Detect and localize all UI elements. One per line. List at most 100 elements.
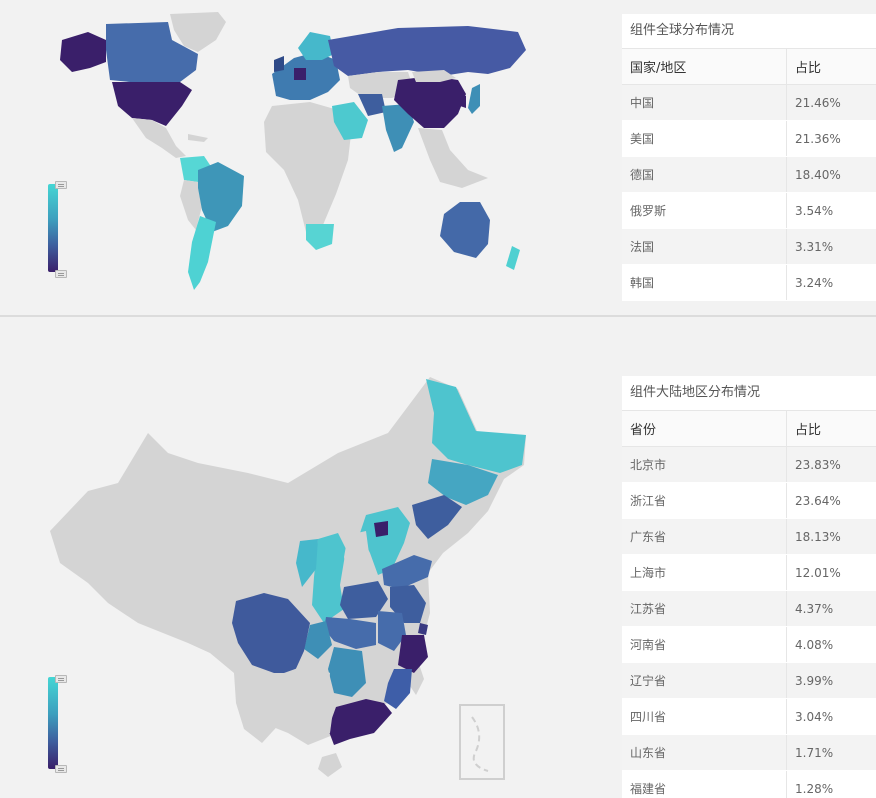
alaska-region[interactable] xyxy=(60,32,106,72)
province-ratio: 3.99% xyxy=(786,662,876,699)
column-header-country[interactable]: 国家/地区 xyxy=(622,49,787,85)
table-row[interactable]: 韩国 3.24% xyxy=(622,264,876,301)
province-name: 辽宁省 xyxy=(622,662,787,699)
province-ratio: 1.28% xyxy=(786,770,876,798)
province-ratio: 1.71% xyxy=(786,734,876,771)
province-ratio: 3.04% xyxy=(786,698,876,735)
south-africa-region[interactable] xyxy=(306,224,334,250)
table-row[interactable]: 上海市 12.01% xyxy=(622,554,876,591)
table-row[interactable]: 福建省 1.28% xyxy=(622,770,876,798)
world-scale-bottom-handle[interactable] xyxy=(55,270,67,278)
new-zealand-region[interactable] xyxy=(506,246,520,270)
shaanxi-region[interactable] xyxy=(312,533,346,623)
caribbean-region[interactable] xyxy=(188,134,208,142)
table-row[interactable]: 河南省 4.08% xyxy=(622,626,876,663)
jilin-region[interactable] xyxy=(428,459,498,505)
province-ratio: 4.37% xyxy=(786,590,876,627)
table-row[interactable]: 江苏省 4.37% xyxy=(622,590,876,627)
world-color-scale xyxy=(48,184,58,272)
anhui-region[interactable] xyxy=(378,611,406,651)
yunnan-region[interactable] xyxy=(234,673,284,743)
argentina-region[interactable] xyxy=(188,216,216,290)
world-map[interactable] xyxy=(48,10,528,292)
africa-region[interactable] xyxy=(264,102,352,232)
guizhou-region[interactable] xyxy=(284,663,330,703)
beijing-region[interactable] xyxy=(374,521,388,537)
brazil-region[interactable] xyxy=(198,162,244,232)
russia-region[interactable] xyxy=(328,26,526,76)
china-scale-top-handle[interactable] xyxy=(55,675,67,683)
shanxi-region[interactable] xyxy=(344,531,370,585)
table-row[interactable]: 广东省 18.13% xyxy=(622,518,876,555)
hunan-region[interactable] xyxy=(328,647,366,697)
southeast-asia-region[interactable] xyxy=(418,128,488,188)
greenland-region[interactable] xyxy=(170,12,226,52)
gansu-region[interactable] xyxy=(296,539,318,587)
henan-region[interactable] xyxy=(340,581,388,619)
table-row[interactable]: 美国 21.36% xyxy=(622,120,876,157)
province-ratio: 23.83% xyxy=(786,446,876,483)
india-region[interactable] xyxy=(382,104,414,152)
column-header-ratio[interactable]: 占比 xyxy=(786,49,876,85)
middle-east-region[interactable] xyxy=(332,102,368,140)
province-name: 江苏省 xyxy=(622,590,787,627)
australia-region[interactable] xyxy=(440,202,490,258)
mexico-region[interactable] xyxy=(132,118,186,158)
table-row[interactable]: 山东省 1.71% xyxy=(622,734,876,771)
province-ratio: 4.08% xyxy=(786,626,876,663)
country-name: 美国 xyxy=(622,120,787,157)
scandinavia-region[interactable] xyxy=(298,32,334,60)
iran-region[interactable] xyxy=(358,94,386,116)
world-table-panel: 组件全球分布情况 国家/地区 占比 中国 21.46% 美国 21.36% 德国 18… xyxy=(622,14,876,301)
south-china-sea-inset[interactable] xyxy=(459,704,505,780)
usa-region[interactable] xyxy=(112,82,192,126)
hebei-region[interactable] xyxy=(360,507,410,575)
column-header-ratio[interactable]: 占比 xyxy=(786,411,876,447)
table-row[interactable]: 浙江省 23.64% xyxy=(622,482,876,519)
shanghai-region[interactable] xyxy=(418,623,428,635)
shandong-region[interactable] xyxy=(382,555,432,589)
chongqing-region[interactable] xyxy=(304,621,332,659)
hubei-region[interactable] xyxy=(324,617,376,649)
canada-region[interactable] xyxy=(106,22,198,84)
liaoning-region[interactable] xyxy=(412,495,462,539)
column-header-province[interactable]: 省份 xyxy=(622,411,787,447)
south-america-region[interactable] xyxy=(180,180,202,230)
table-row[interactable]: 北京市 23.83% xyxy=(622,446,876,483)
china-map[interactable] xyxy=(48,373,530,785)
table-row[interactable]: 德国 18.40% xyxy=(622,156,876,193)
province-ratio: 18.13% xyxy=(786,518,876,555)
country-ratio: 3.31% xyxy=(786,228,876,265)
china-table: 省份 占比 北京市 23.83% 浙江省 23.64% 广东省 18.13% 上海市 1… xyxy=(622,411,876,798)
mongolia-region[interactable] xyxy=(412,70,456,82)
country-name: 法国 xyxy=(622,228,787,265)
province-name: 河南省 xyxy=(622,626,787,663)
korea-region[interactable] xyxy=(460,96,466,108)
world-scale-top-handle[interactable] xyxy=(55,181,67,189)
country-ratio: 21.36% xyxy=(786,120,876,157)
china-region[interactable] xyxy=(394,76,466,128)
table-row[interactable]: 中国 21.46% xyxy=(622,84,876,121)
sichuan-region[interactable] xyxy=(232,593,310,673)
section-divider xyxy=(0,315,876,317)
heilongjiang-region[interactable] xyxy=(426,379,526,473)
province-ratio: 12.01% xyxy=(786,554,876,591)
japan-region[interactable] xyxy=(468,84,480,114)
country-ratio: 3.24% xyxy=(786,264,876,301)
china-table-panel: 组件大陆地区分布情况 省份 占比 北京市 23.83% 浙江省 23.64% 广东省… xyxy=(622,376,876,798)
table-row[interactable]: 四川省 3.04% xyxy=(622,698,876,735)
table-row[interactable]: 俄罗斯 3.54% xyxy=(622,192,876,229)
table-row[interactable]: 法国 3.31% xyxy=(622,228,876,265)
zhejiang-region[interactable] xyxy=(398,635,428,673)
jiangxi-region[interactable] xyxy=(366,653,394,695)
world-distribution-section: 组件全球分布情况 国家/地区 占比 中国 21.46% 美国 21.36% 德国 18… xyxy=(0,0,876,315)
guangxi-region[interactable] xyxy=(292,703,334,737)
fujian-region[interactable] xyxy=(384,669,412,709)
uk-region[interactable] xyxy=(274,56,284,72)
germany-region[interactable] xyxy=(294,68,306,80)
country-name: 俄罗斯 xyxy=(622,192,787,229)
china-scale-bottom-handle[interactable] xyxy=(55,765,67,773)
guangdong-region[interactable] xyxy=(328,699,392,745)
hainan-region[interactable] xyxy=(318,753,342,777)
table-row[interactable]: 辽宁省 3.99% xyxy=(622,662,876,699)
